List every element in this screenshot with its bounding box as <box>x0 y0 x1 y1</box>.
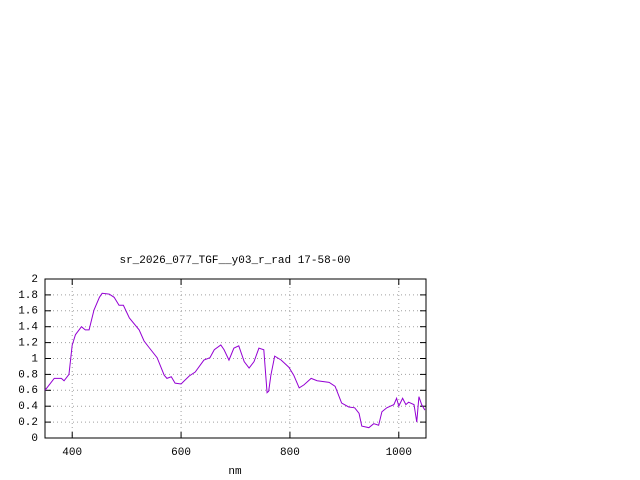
x-tick-label: 800 <box>280 447 300 459</box>
y-tick-label: 0 <box>31 433 38 445</box>
y-tick-label: 0.2 <box>18 417 38 429</box>
y-tick-label: 0.6 <box>18 385 38 397</box>
data-line <box>44 292 426 429</box>
x-axis-label: nm <box>228 466 242 478</box>
x-tick-label: 600 <box>171 447 191 459</box>
chart-title: sr_2026_077_TGF__y03_r_rad 17-58-00 <box>119 255 350 267</box>
y-tick-label: 2 <box>31 274 38 286</box>
y-tick-label: 1 <box>31 353 38 365</box>
y-tick-label: 1.6 <box>18 306 38 318</box>
y-tick-label: 0.8 <box>18 369 38 381</box>
y-tick-label: 1.4 <box>18 322 38 334</box>
plot-border <box>44 278 427 439</box>
y-tick-label: 0.4 <box>18 401 38 413</box>
x-tick-label: 1000 <box>386 447 412 459</box>
y-tick-label: 1.2 <box>18 338 38 350</box>
y-tick-label: 1.8 <box>18 290 38 302</box>
x-tick-label: 400 <box>62 447 82 459</box>
